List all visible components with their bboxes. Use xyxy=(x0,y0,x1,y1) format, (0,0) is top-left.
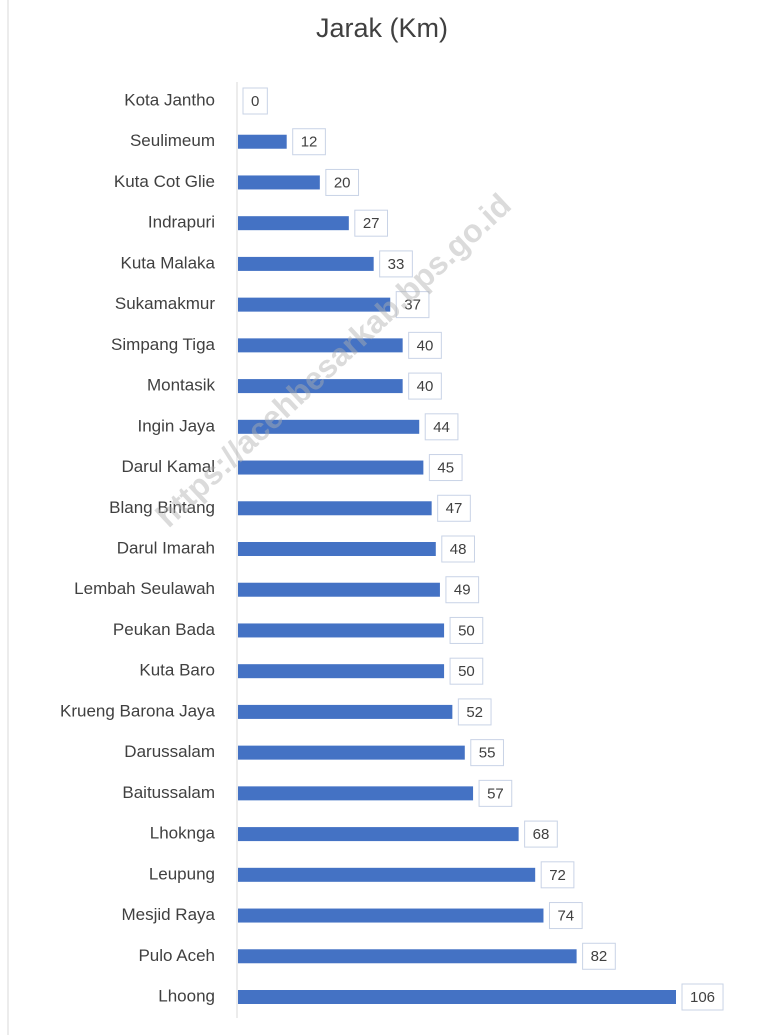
bar xyxy=(238,908,544,923)
category-label: Kota Jantho xyxy=(124,90,215,109)
value-label-box xyxy=(478,779,513,807)
category-label: Blang Bintang xyxy=(109,498,215,517)
value-label: 68 xyxy=(533,826,550,843)
category-label: Lhoknga xyxy=(150,824,216,843)
value-label: 45 xyxy=(437,460,454,477)
watermark: https://acehbesarkab.bps.go.id xyxy=(149,186,518,534)
value-label: 20 xyxy=(334,174,351,191)
bar xyxy=(238,175,320,190)
value-label: 47 xyxy=(446,500,463,517)
value-label: 44 xyxy=(433,419,450,436)
bar xyxy=(238,216,349,231)
value-label-box xyxy=(540,861,575,889)
category-label: Mesjid Raya xyxy=(121,905,215,924)
category-label: Lembah Seulawah xyxy=(74,579,215,598)
category-label: Darul Kamal xyxy=(121,457,215,476)
bar xyxy=(238,134,287,149)
category-label: Seulimeum xyxy=(130,131,215,150)
value-label-box xyxy=(449,657,484,685)
bar xyxy=(238,338,403,353)
category-label: Darussalam xyxy=(124,742,215,761)
bar xyxy=(238,745,465,760)
value-label-box xyxy=(379,250,413,278)
value-label-box xyxy=(395,291,430,319)
bar xyxy=(238,990,676,1004)
bar xyxy=(238,623,445,638)
bar xyxy=(238,256,374,271)
value-label: 50 xyxy=(458,622,475,639)
value-label: 33 xyxy=(388,256,405,273)
value-label: 57 xyxy=(487,785,504,802)
bar xyxy=(238,867,536,882)
value-label: 12 xyxy=(301,134,318,151)
bar xyxy=(238,419,420,434)
value-label: 106 xyxy=(690,989,715,1006)
category-label: Peukan Bada xyxy=(113,620,216,639)
bar xyxy=(238,949,577,964)
chart-title: Jarak (Km) xyxy=(316,13,448,43)
value-label-box xyxy=(548,902,583,930)
value-label-box xyxy=(408,331,442,359)
category-label: Leupung xyxy=(149,864,215,883)
category-label: Baitussalam xyxy=(122,783,215,802)
value-label: 52 xyxy=(466,704,483,721)
value-label: 48 xyxy=(450,541,467,558)
category-label: Sukamakmur xyxy=(115,294,215,313)
value-label: 72 xyxy=(549,867,566,884)
bar xyxy=(238,297,391,312)
category-label: Indrapuri xyxy=(148,213,215,232)
value-label: 27 xyxy=(363,215,380,232)
bar xyxy=(238,379,403,394)
bar xyxy=(238,501,432,516)
value-label-box xyxy=(437,494,471,522)
category-label: Simpang Tiga xyxy=(111,335,215,354)
category-label: Krueng Barona Jaya xyxy=(60,701,216,720)
value-label-box xyxy=(292,128,326,156)
value-label-box xyxy=(681,983,724,1011)
bar xyxy=(238,542,436,556)
value-label: 82 xyxy=(591,948,608,965)
category-label: Montasik xyxy=(147,376,216,395)
value-label: 74 xyxy=(557,908,574,925)
value-label-box xyxy=(449,616,484,644)
bar xyxy=(238,704,453,719)
value-label: 55 xyxy=(479,745,496,762)
category-label: Darul Imarah xyxy=(117,538,215,557)
bar xyxy=(238,786,474,801)
value-label: 37 xyxy=(404,297,421,314)
category-label: Ingin Jaya xyxy=(138,416,216,435)
value-label-box xyxy=(524,820,558,848)
value-label-box xyxy=(428,454,463,482)
value-label: 49 xyxy=(454,582,471,599)
value-label-box xyxy=(242,87,268,115)
value-label: 50 xyxy=(458,663,475,680)
value-label-box xyxy=(354,209,389,237)
value-label-box xyxy=(470,739,504,767)
value-label: 0 xyxy=(251,93,259,110)
value-label-box xyxy=(445,576,480,604)
category-label: Kuta Baro xyxy=(139,661,215,680)
value-label-box xyxy=(441,535,475,563)
value-label-box xyxy=(408,372,442,400)
value-label-box xyxy=(457,698,492,726)
bar xyxy=(238,582,440,597)
category-label: Kuta Malaka xyxy=(121,253,216,272)
value-label-box xyxy=(424,413,459,441)
value-label: 40 xyxy=(417,378,434,395)
bar xyxy=(238,664,445,679)
value-label-box xyxy=(325,168,360,196)
bar xyxy=(238,827,519,842)
value-label-box xyxy=(582,942,616,970)
category-label: Kuta Cot Glie xyxy=(114,172,215,191)
bar xyxy=(238,460,424,475)
category-label: Lhoong xyxy=(158,986,215,1005)
value-label: 40 xyxy=(417,337,434,354)
category-label: Pulo Aceh xyxy=(138,946,215,965)
